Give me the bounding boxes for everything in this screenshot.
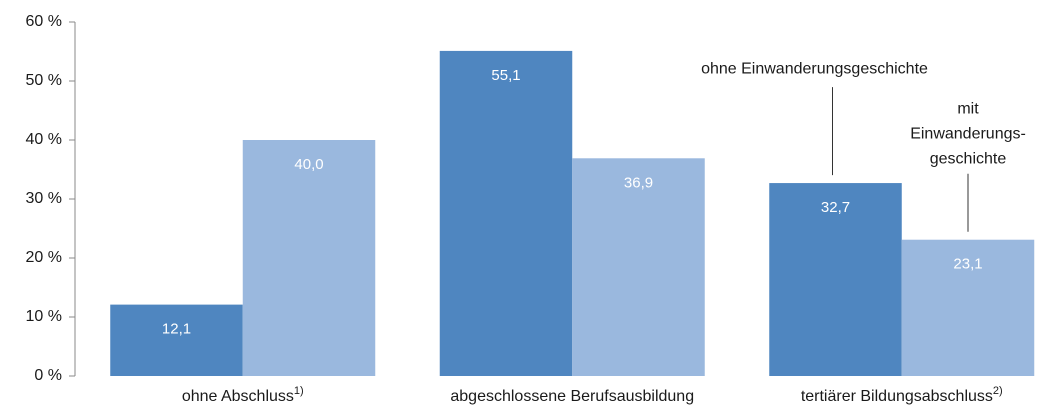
x-tick-label: abgeschlossene Berufsausbildung [450,388,694,405]
y-tick-label: 40 % [26,131,62,148]
bar [769,183,902,376]
series-label: ohne Einwanderungsgeschichte [701,60,928,77]
series-label: mit Einwanderungs-geschichte [910,101,1026,168]
series-label-line: geschichte [930,151,1007,168]
bar [242,140,376,376]
category: tertiärer Bildungsabschluss [801,388,993,405]
footnote: 2) [993,385,1003,397]
footnote: 1) [294,385,304,397]
value-label: 36,9 [624,174,653,191]
bar [439,50,573,376]
y-tick-label: 30 % [26,190,62,207]
value-label: 40,0 [294,156,323,173]
x-tick-label: tertiärer Bildungsabschluss2) [801,385,1003,405]
y-tick-label: 20 % [26,249,62,266]
bar [901,239,1035,376]
value-label: 12,1 [162,321,191,338]
value-label: 55,1 [491,67,520,84]
value-label: 23,1 [953,256,982,273]
value-label: 32,7 [821,199,850,216]
category: ohne Abschluss [182,388,294,405]
series-label-line: Einwanderungs- [910,126,1026,143]
bar [572,158,705,376]
y-tick-label: 10 % [26,308,62,325]
y-tick-label: 60 % [26,13,62,30]
x-tick-label: ohne Abschluss1) [182,385,304,405]
category: abgeschlossene Berufsausbildung [450,388,694,405]
series-label-line: mit [957,101,979,118]
y-tick-label: 0 % [34,367,62,384]
y-tick-label: 50 % [26,72,62,89]
bar [110,304,243,376]
